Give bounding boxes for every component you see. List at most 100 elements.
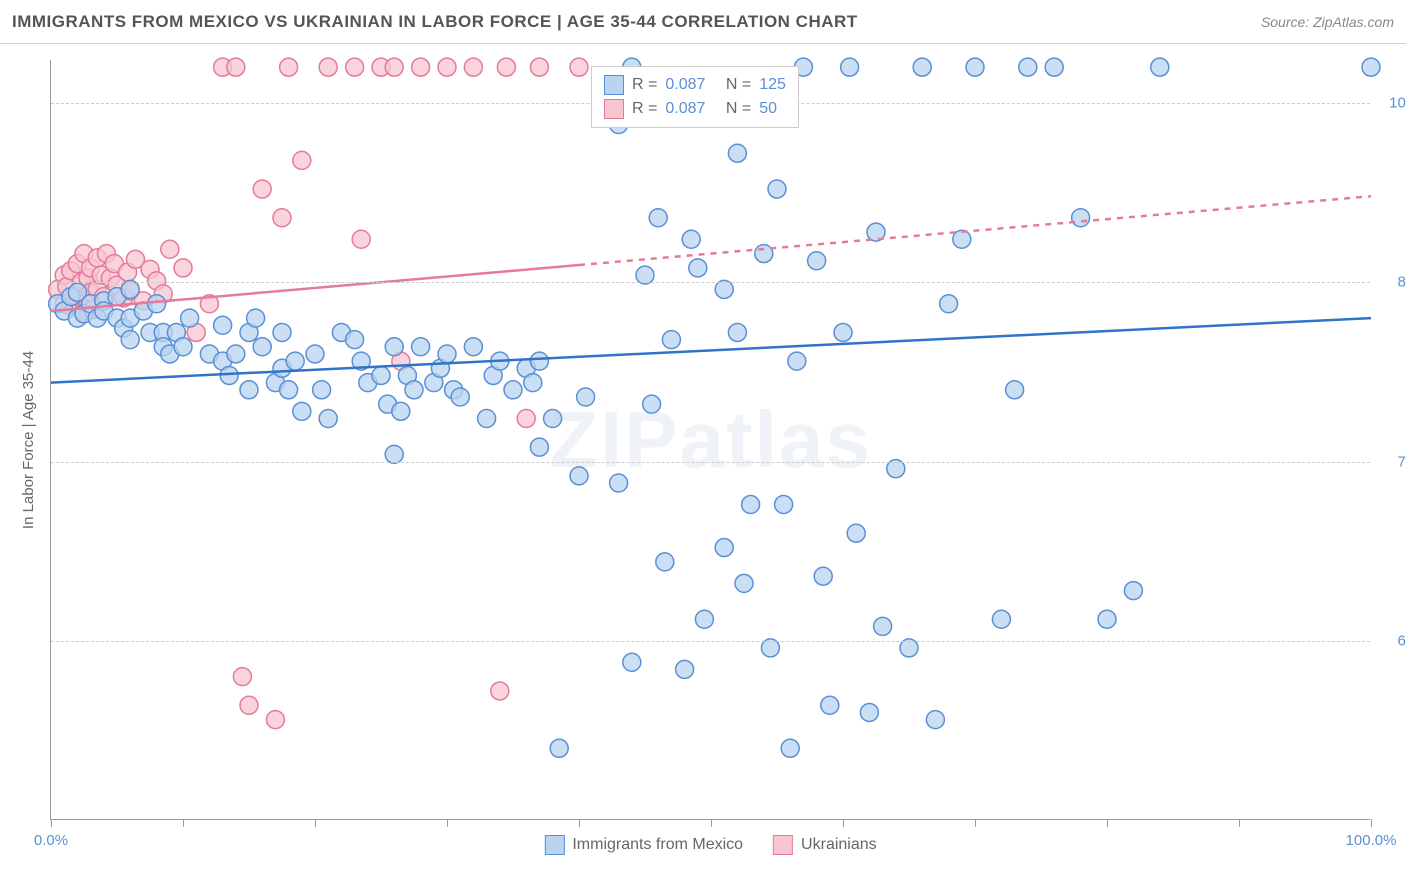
data-point xyxy=(847,524,865,542)
xtick xyxy=(183,819,184,827)
gridline xyxy=(51,282,1370,283)
n-label-1: N = xyxy=(726,76,751,94)
data-point xyxy=(181,309,199,327)
xtick-label: 100.0% xyxy=(1346,832,1397,849)
data-point xyxy=(253,180,271,198)
data-point xyxy=(346,331,364,349)
data-point xyxy=(385,58,403,76)
swatch-series2 xyxy=(604,99,624,119)
r-value-1: 0.087 xyxy=(665,76,705,94)
data-point xyxy=(874,617,892,635)
data-point xyxy=(273,209,291,227)
data-point xyxy=(643,395,661,413)
r-value-2: 0.087 xyxy=(665,100,705,118)
data-point xyxy=(148,295,166,313)
r-label-2: R = xyxy=(632,100,657,118)
data-point xyxy=(524,374,542,392)
data-point xyxy=(464,338,482,356)
data-point xyxy=(735,574,753,592)
data-point xyxy=(940,295,958,313)
xtick xyxy=(1371,819,1372,827)
data-point xyxy=(689,259,707,277)
xtick xyxy=(579,819,580,827)
data-point xyxy=(530,438,548,456)
ytick-label: 62.5% xyxy=(1380,632,1406,649)
data-point xyxy=(227,345,245,363)
xtick xyxy=(315,819,316,827)
ytick-label: 87.5% xyxy=(1380,274,1406,291)
data-point xyxy=(497,58,515,76)
data-point xyxy=(550,739,568,757)
data-point xyxy=(1072,209,1090,227)
chart-header: IMMIGRANTS FROM MEXICO VS UKRAINIAN IN L… xyxy=(0,0,1406,44)
data-point xyxy=(1151,58,1169,76)
data-point xyxy=(1098,610,1116,628)
r-label-1: R = xyxy=(632,76,657,94)
data-point xyxy=(227,58,245,76)
data-point xyxy=(121,331,139,349)
n-value-1: 125 xyxy=(759,76,786,94)
data-point xyxy=(412,58,430,76)
gridline xyxy=(51,641,1370,642)
data-point xyxy=(530,352,548,370)
data-point xyxy=(913,58,931,76)
trend-line xyxy=(579,196,1371,265)
data-point xyxy=(273,323,291,341)
data-point xyxy=(966,58,984,76)
legend-row-series2: R = 0.087 N = 50 xyxy=(604,97,786,121)
data-point xyxy=(1045,58,1063,76)
data-point xyxy=(313,381,331,399)
data-point xyxy=(1019,58,1037,76)
data-point xyxy=(464,58,482,76)
swatch-series1 xyxy=(604,75,624,95)
chart-title: IMMIGRANTS FROM MEXICO VS UKRAINIAN IN L… xyxy=(12,12,858,32)
xtick xyxy=(1107,819,1108,827)
data-point xyxy=(781,739,799,757)
data-point xyxy=(451,388,469,406)
data-point xyxy=(161,240,179,258)
ytick-label: 75.0% xyxy=(1380,453,1406,470)
data-point xyxy=(623,653,641,671)
data-point xyxy=(1006,381,1024,399)
data-point xyxy=(280,58,298,76)
data-point xyxy=(346,58,364,76)
data-point xyxy=(504,381,522,399)
xtick xyxy=(447,819,448,827)
data-point xyxy=(788,352,806,370)
gridline xyxy=(51,462,1370,463)
data-point xyxy=(768,180,786,198)
xtick-label: 0.0% xyxy=(34,832,68,849)
data-point xyxy=(544,409,562,427)
data-point xyxy=(610,474,628,492)
chart-svg xyxy=(51,60,1370,819)
data-point xyxy=(1124,582,1142,600)
xtick xyxy=(1239,819,1240,827)
ytick-label: 100.0% xyxy=(1380,95,1406,112)
xtick xyxy=(843,819,844,827)
data-point xyxy=(728,144,746,162)
data-point xyxy=(775,496,793,514)
data-point xyxy=(656,553,674,571)
n-value-2: 50 xyxy=(759,100,777,118)
data-point xyxy=(649,209,667,227)
data-point xyxy=(530,58,548,76)
data-point xyxy=(286,352,304,370)
data-point xyxy=(491,682,509,700)
legend-item-series2: Ukrainians xyxy=(773,835,877,855)
data-point xyxy=(214,316,232,334)
data-point xyxy=(438,58,456,76)
data-point xyxy=(755,245,773,263)
data-point xyxy=(385,338,403,356)
data-point xyxy=(352,230,370,248)
data-point xyxy=(412,338,430,356)
swatch-series2-bottom xyxy=(773,835,793,855)
data-point xyxy=(992,610,1010,628)
data-point xyxy=(319,409,337,427)
data-point xyxy=(742,496,760,514)
data-point xyxy=(577,388,595,406)
xtick xyxy=(711,819,712,827)
data-point xyxy=(266,711,284,729)
data-point xyxy=(662,331,680,349)
data-point xyxy=(682,230,700,248)
data-point xyxy=(1362,58,1380,76)
